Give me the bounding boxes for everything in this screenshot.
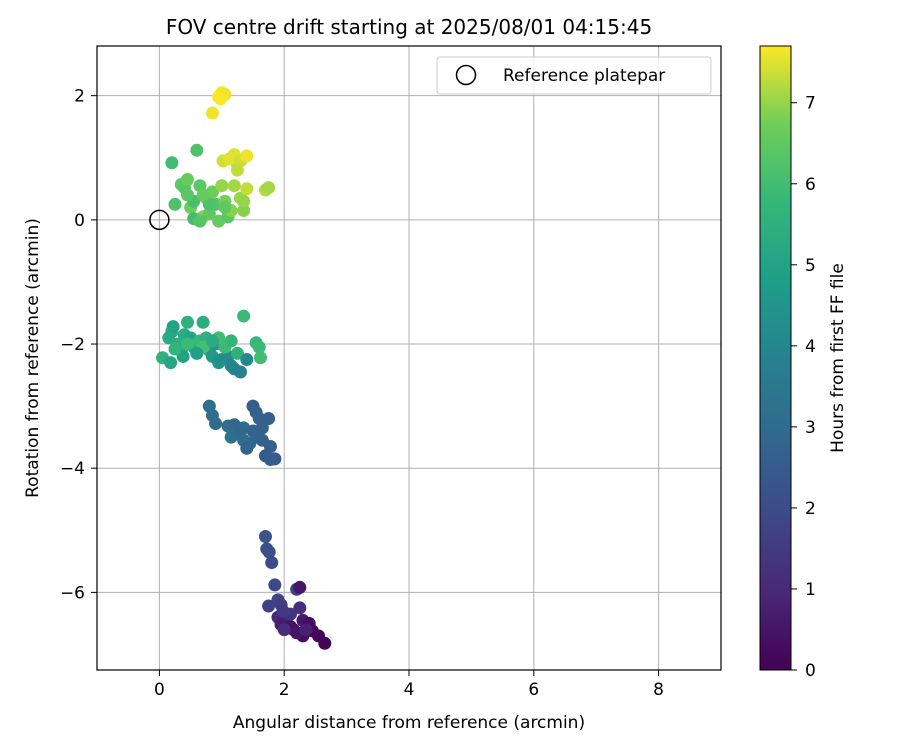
scatter-point: [205, 334, 219, 348]
scatter-point: [190, 346, 204, 360]
scatter-point: [180, 188, 194, 202]
scatter-point: [166, 320, 180, 334]
colorbar: [759, 45, 792, 671]
scatter-point: [165, 156, 179, 170]
legend-box: [436, 56, 712, 95]
scatter-point: [202, 207, 216, 221]
legend: Reference platepar: [436, 56, 712, 95]
y-axis-label: Rotation from reference (arcmin): [23, 218, 43, 498]
scatter-point: [299, 623, 313, 637]
reference-point-marker: [149, 209, 170, 231]
scatter-points: [156, 86, 332, 650]
scatter-point: [190, 143, 204, 157]
scatter-point: [268, 578, 282, 592]
scatter-point: [215, 179, 229, 193]
colorbar-tick-label: 6: [805, 175, 816, 195]
colorbar-tick-label: 2: [805, 499, 816, 519]
x-tick-label: 4: [404, 680, 415, 700]
scatter-point: [258, 530, 272, 544]
scatter-point: [240, 353, 254, 367]
scatter-point: [277, 623, 291, 637]
scatter-point: [240, 441, 254, 455]
scatter-point: [168, 342, 182, 356]
scatter-point: [230, 346, 244, 360]
scatter-point: [234, 424, 248, 438]
x-tick-label: 2: [279, 680, 290, 700]
y-tick-label: 0: [74, 211, 85, 231]
y-tick-label: 2: [74, 87, 85, 107]
x-tick-label: 8: [653, 680, 664, 700]
scatter-point: [240, 149, 254, 163]
scatter-point: [318, 636, 332, 650]
colorbar-tick-label: 4: [805, 337, 816, 357]
scatter-point: [240, 182, 254, 196]
legend-label: Reference platepar: [503, 66, 665, 86]
scatter-point: [196, 188, 210, 202]
scatter-point: [164, 356, 178, 370]
x-axis-label: Angular distance from reference (arcmin): [233, 713, 585, 733]
scatter-point: [180, 315, 194, 329]
colorbar-tick-label: 1: [805, 580, 816, 600]
scatter-point: [253, 351, 267, 365]
y-tick-label: −6: [60, 583, 85, 603]
scatter-point: [227, 179, 241, 193]
scatter-point: [180, 172, 194, 186]
colorbar-tick-label: 0: [805, 661, 816, 681]
scatter-point: [276, 604, 290, 618]
scatter-point: [230, 163, 244, 177]
colorbar-label: Hours from first FF file: [828, 263, 848, 453]
scatter-point: [196, 315, 210, 329]
scatter-point: [168, 197, 182, 211]
scatter-point: [252, 340, 266, 354]
y-tick-label: −4: [60, 459, 85, 479]
scatter-point: [214, 92, 228, 106]
scatter-point: [205, 106, 219, 120]
chart-title: FOV centre drift starting at 2025/08/01 …: [166, 15, 652, 39]
scatter-point: [262, 181, 276, 195]
y-tick-label: −2: [60, 335, 85, 355]
scatter-point: [237, 204, 251, 218]
scatter-point: [262, 545, 276, 559]
scatter-point: [262, 599, 276, 613]
legend-marker: [455, 64, 477, 86]
scatter-point: [180, 337, 194, 351]
scatter-point: [246, 424, 260, 438]
colorbar-ticks: 0 1 2 3 4 5 6 7: [791, 94, 816, 681]
grid-lines: [97, 46, 721, 670]
y-axis-ticks: 2 0 −2 −4 −6: [60, 87, 97, 603]
x-axis-ticks: 0 2 4 6 8: [154, 670, 664, 700]
scatter-point: [209, 417, 223, 431]
colorbar-tick-label: 3: [805, 418, 816, 438]
colorbar-tick-label: 7: [805, 94, 816, 114]
x-tick-label: 0: [154, 680, 165, 700]
scatter-point: [218, 200, 232, 214]
scatter-point: [293, 580, 307, 594]
x-tick-label: 6: [528, 680, 539, 700]
scatter-point: [193, 214, 207, 228]
scatter-point: [237, 309, 251, 323]
scatter-point: [263, 453, 277, 467]
scatter-point: [262, 412, 276, 426]
scatter-point: [293, 601, 307, 615]
scatter-point: [237, 194, 251, 208]
colorbar-tick-label: 5: [805, 256, 816, 276]
scatter-point: [234, 365, 248, 379]
scatter-point: [224, 334, 238, 348]
scatter-point: [202, 197, 216, 211]
scatter-point: [265, 556, 279, 570]
